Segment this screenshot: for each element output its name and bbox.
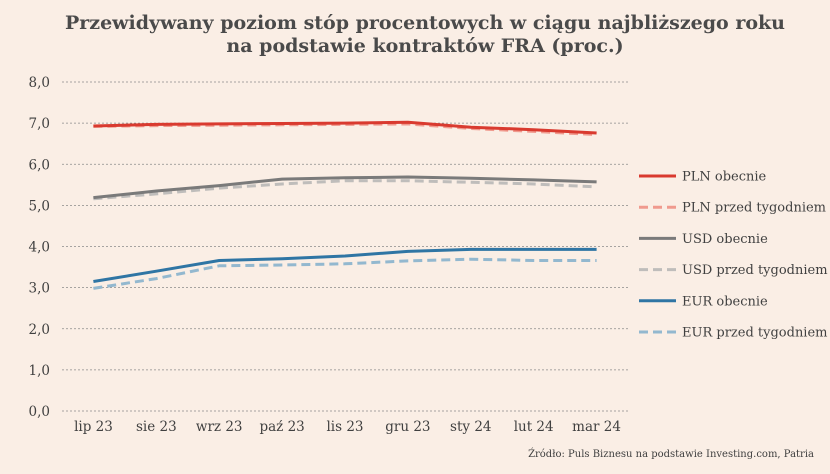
source-note: Źródło: Puls Biznesu na podstawie Invest… xyxy=(528,449,814,460)
legend-label: PLN przed tygodniem xyxy=(682,201,826,216)
y-tick-label: 7,0 xyxy=(29,116,50,132)
x-tick-label: wrz 23 xyxy=(196,419,243,435)
series-line-usd-obecnie xyxy=(93,175,597,200)
x-tick-label: sty 24 xyxy=(450,419,491,435)
legend-label: EUR przed tygodniem xyxy=(682,326,828,341)
legend-label: EUR obecnie xyxy=(682,294,768,309)
legend-label: USD obecnie xyxy=(682,232,768,247)
y-tick-label: 8,0 xyxy=(29,75,50,91)
series-lines xyxy=(93,120,597,290)
x-tick-label: lis 23 xyxy=(326,419,363,435)
y-tick-label: 3,0 xyxy=(29,281,50,297)
chart-title: Przewidywany poziom stóp procentowych w … xyxy=(65,12,785,57)
y-tick-label: 0,0 xyxy=(29,404,50,420)
series-line-usd-przed-tygodniem xyxy=(93,179,597,201)
x-tick-label: sie 23 xyxy=(136,419,177,435)
x-axis-tick-labels: lip 23 sie 23 wrz 23 paź 23 lis 23 gru 23 sty … xyxy=(74,419,621,435)
y-tick-label: 2,0 xyxy=(29,322,50,338)
series-line-eur-przed-tygodniem xyxy=(93,257,597,290)
y-tick-label: 5,0 xyxy=(29,198,50,214)
legend-label: PLN obecnie xyxy=(682,170,767,185)
y-tick-label: 4,0 xyxy=(29,240,50,256)
x-tick-label: lip 23 xyxy=(74,419,113,435)
x-tick-label: gru 23 xyxy=(385,419,430,435)
x-tick-label: paź 23 xyxy=(259,419,304,435)
legend-label: USD przed tygodniem xyxy=(682,263,828,278)
x-tick-label: mar 24 xyxy=(572,419,621,435)
legend: PLN obecnie PLN przed tygodniem USD obecni… xyxy=(639,170,828,341)
series-line-eur-obecnie xyxy=(93,247,597,283)
x-tick-label: lut 24 xyxy=(514,419,554,435)
y-tick-label: 1,0 xyxy=(29,363,50,379)
y-axis-tick-labels: 0,0 1,0 2,0 3,0 4,0 5,0 6,0 7,0 8,0 xyxy=(29,75,50,420)
series-line-pln-obecnie xyxy=(93,120,597,135)
y-tick-label: 6,0 xyxy=(29,157,50,173)
